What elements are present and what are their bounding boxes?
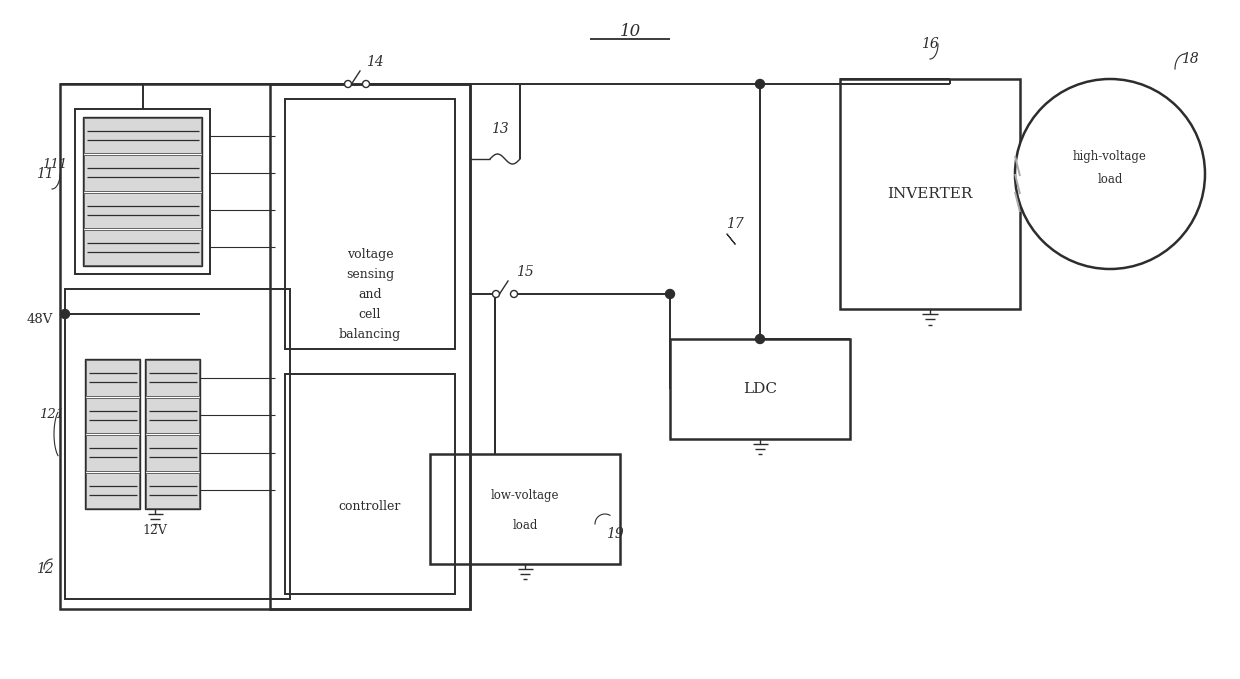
Bar xyxy=(87,473,139,508)
Text: controller: controller xyxy=(339,500,402,513)
Text: balancing: balancing xyxy=(339,327,401,340)
Text: load: load xyxy=(512,519,538,532)
Circle shape xyxy=(755,335,765,344)
Text: 14: 14 xyxy=(366,55,384,69)
Bar xyxy=(670,339,849,439)
Bar xyxy=(270,84,470,609)
Text: INVERTER: INVERTER xyxy=(888,187,972,201)
Circle shape xyxy=(666,289,675,299)
Text: 17: 17 xyxy=(727,217,744,231)
Text: 16: 16 xyxy=(921,37,939,51)
Text: high-voltage: high-voltage xyxy=(1073,149,1147,162)
Text: load: load xyxy=(1097,172,1122,185)
Text: 111: 111 xyxy=(42,158,67,170)
Bar xyxy=(84,193,201,227)
Text: 48V: 48V xyxy=(27,312,53,325)
Bar xyxy=(74,109,210,274)
Bar xyxy=(146,397,198,433)
Bar xyxy=(84,155,201,191)
Circle shape xyxy=(511,291,517,297)
Circle shape xyxy=(755,79,765,88)
Text: voltage: voltage xyxy=(347,248,393,261)
Bar xyxy=(146,360,198,395)
Bar xyxy=(146,473,198,508)
Bar xyxy=(285,99,455,349)
Text: 10: 10 xyxy=(619,22,641,39)
Bar xyxy=(86,359,140,509)
Circle shape xyxy=(492,291,500,297)
Text: 13: 13 xyxy=(491,122,508,136)
Circle shape xyxy=(345,81,351,88)
Text: 12V: 12V xyxy=(143,524,167,538)
Bar xyxy=(87,360,139,395)
Circle shape xyxy=(362,81,370,88)
Text: LDC: LDC xyxy=(743,382,777,396)
Circle shape xyxy=(61,310,69,318)
Bar xyxy=(430,454,620,564)
Text: 11: 11 xyxy=(36,167,53,181)
Bar xyxy=(839,79,1021,309)
Text: 121: 121 xyxy=(40,407,64,420)
Text: cell: cell xyxy=(358,308,381,320)
Bar xyxy=(83,117,202,266)
Text: 18: 18 xyxy=(1182,52,1199,66)
Bar xyxy=(146,435,198,471)
Text: 12: 12 xyxy=(36,562,53,576)
Text: low-voltage: low-voltage xyxy=(491,490,559,502)
Bar xyxy=(64,289,290,599)
Bar xyxy=(87,397,139,433)
Text: sensing: sensing xyxy=(346,268,394,280)
Bar xyxy=(84,118,201,153)
Text: 19: 19 xyxy=(606,527,624,541)
Bar xyxy=(145,359,200,509)
Bar xyxy=(60,84,470,609)
Bar xyxy=(84,230,201,265)
Circle shape xyxy=(1016,79,1205,269)
Bar xyxy=(285,374,455,594)
Bar xyxy=(87,435,139,471)
Text: and: and xyxy=(358,287,382,301)
Text: 15: 15 xyxy=(516,265,534,279)
